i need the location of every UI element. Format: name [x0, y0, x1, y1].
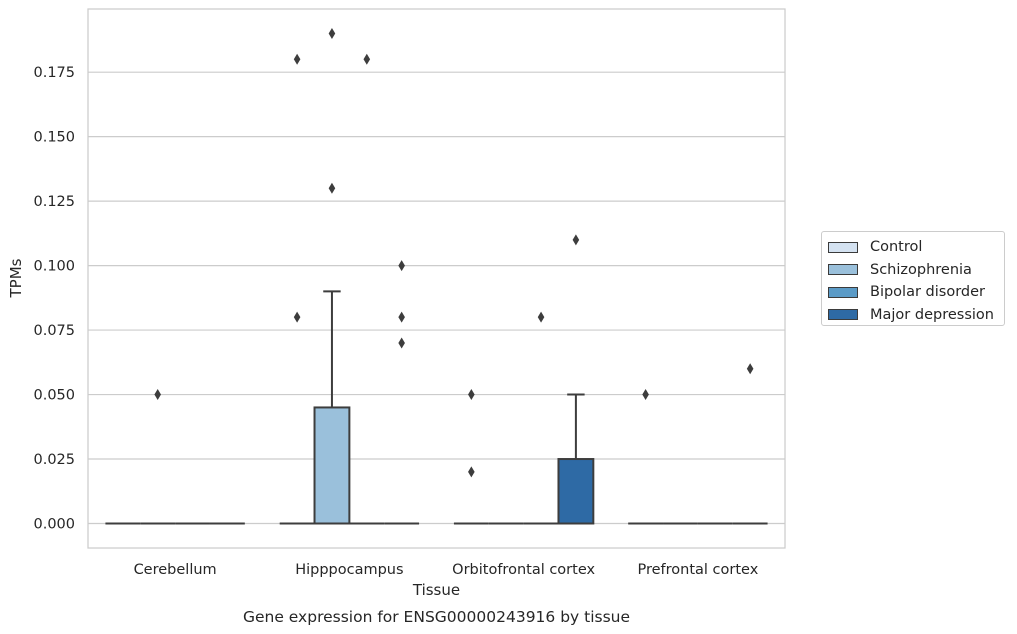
y-tick-labels: 0.000 0.025 0.050 0.075 0.100 0.125 0.150 0.175 — [33, 65, 75, 532]
outlier-point — [746, 363, 754, 375]
outlier-point — [572, 234, 580, 246]
outlier-point — [398, 311, 405, 323]
x-tick-label: Cerebellum — [134, 562, 217, 578]
outlier-point — [363, 53, 371, 65]
legend-item: Schizophrenia — [828, 259, 1004, 282]
legend-item: Bipolar disorder — [828, 281, 1004, 304]
y-tick-label: 0.025 — [33, 452, 75, 468]
boxes — [105, 28, 768, 525]
plot-area-background — [88, 9, 785, 548]
box-control — [453, 389, 489, 525]
legend-label: Bipolar disorder — [870, 284, 985, 301]
x-axis-label: Tissue — [412, 581, 460, 599]
outlier-point — [328, 182, 336, 194]
x-tick-labels: Cerebellum Hipppocampus Orbitofrontal cort… — [134, 562, 759, 578]
y-tick-label: 0.175 — [33, 65, 75, 81]
legend-label: Schizophrenia — [870, 261, 972, 278]
box-bipolar-disorder — [523, 311, 559, 525]
y-tick-label: 0.150 — [33, 130, 75, 146]
legend-swatch — [828, 309, 858, 321]
y-axis-label: TPMs — [7, 258, 25, 298]
box-major-depression — [732, 363, 768, 525]
x-tick-label: Prefrontal cortex — [637, 562, 758, 578]
box-bipolar-disorder — [349, 53, 385, 525]
outlier-point — [293, 53, 301, 65]
box-major-depression — [384, 260, 420, 525]
outlier-point — [468, 466, 475, 478]
legend-label: Control — [870, 239, 923, 256]
outlier-point — [537, 311, 545, 323]
box-body — [557, 458, 595, 525]
x-tick-label: Orbitofrontal cortex — [452, 562, 595, 578]
box-body — [313, 406, 351, 525]
outlier-point — [293, 311, 301, 323]
outlier-point — [468, 389, 475, 401]
outlier-point — [398, 337, 405, 349]
outlier-point — [328, 28, 336, 39]
x-tick-label: Hipppocampus — [295, 562, 403, 578]
legend-item: Major depression — [828, 304, 1004, 327]
y-tick-label: 0.075 — [33, 323, 75, 339]
legend-item: Control — [828, 236, 1004, 259]
legend-swatch — [828, 241, 858, 253]
legend: Control Schizophrenia Bipolar disorder Majo… — [821, 231, 1005, 326]
box-control — [628, 389, 664, 525]
outlier-point — [642, 389, 649, 401]
box-schizophrenia — [313, 28, 351, 525]
y-tick-label: 0.000 — [33, 517, 75, 533]
y-tick-label: 0.050 — [33, 388, 75, 404]
box-major-depression — [557, 234, 595, 525]
legend-swatch — [828, 286, 858, 298]
outlier-point — [398, 260, 405, 272]
box-schizophrenia — [140, 389, 176, 525]
plot-area-frame — [87, 8, 786, 549]
chart-title: Gene expression for ENSG00000243916 by t… — [243, 608, 630, 626]
y-tick-label: 0.100 — [33, 259, 75, 275]
outlier-point — [154, 389, 161, 401]
box-control — [279, 53, 315, 525]
y-tick-label: 0.125 — [33, 194, 75, 210]
legend-swatch — [828, 264, 858, 276]
legend-label: Major depression — [870, 306, 994, 323]
